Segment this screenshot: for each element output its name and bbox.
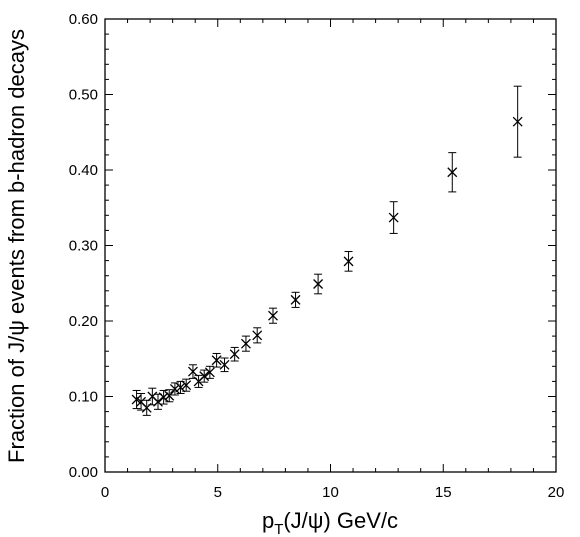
x-tick-label: 5 [214, 484, 222, 501]
y-tick-label: 0.50 [69, 87, 98, 104]
data-point [193, 374, 204, 388]
x-marker-stroke-b [512, 116, 523, 127]
x-marker-stroke-b [131, 394, 142, 405]
data-point [290, 291, 301, 308]
plot-frame [104, 18, 557, 473]
x-marker-stroke-b [252, 330, 263, 341]
x-tick-label: 0 [101, 484, 109, 501]
data-point [153, 393, 163, 410]
data-point [313, 273, 324, 295]
data-point [343, 251, 354, 272]
data-series [131, 85, 523, 416]
data-point [181, 378, 192, 392]
x-marker-stroke-b [181, 380, 192, 391]
x-marker-stroke-b [229, 349, 240, 360]
data-point [164, 389, 175, 403]
y-tick-label: 0.00 [69, 464, 98, 481]
data-point [199, 369, 210, 383]
x-marker-stroke-b [219, 359, 230, 370]
data-point [187, 364, 198, 379]
data-point [512, 85, 523, 158]
x-marker-stroke-b [169, 383, 180, 394]
x-tick-label: 20 [548, 484, 565, 501]
data-point [447, 152, 458, 193]
data-point [211, 352, 222, 368]
x-marker-stroke-b [313, 279, 324, 289]
x-marker-stroke-b [290, 294, 301, 305]
x-marker-stroke-b [153, 396, 163, 407]
x-marker-stroke-b [164, 390, 175, 401]
y-tick-label: 0.30 [69, 238, 98, 255]
x-marker-stroke-b [187, 366, 198, 377]
x-marker-stroke-b [158, 392, 169, 403]
x-tick-label: 15 [435, 484, 452, 501]
data-point [252, 327, 263, 344]
y-axis-title: Fraction of J/ψ events from b-hadron dec… [4, 29, 29, 463]
x-marker-stroke-b [240, 338, 251, 349]
x-marker-stroke-b [175, 382, 186, 393]
x-marker-stroke-b [147, 391, 158, 402]
data-point [147, 387, 158, 406]
plot-area [104, 18, 557, 473]
data-point [268, 307, 278, 324]
x-axis-title: pT(J/ψ) GeV/c [262, 508, 398, 537]
data-point [204, 365, 215, 379]
ticks: 0 5 10 15 20 0.00 0.10 0.20 0.30 0.40 0.50 0.60 [69, 11, 565, 501]
data-point [131, 389, 142, 410]
x-axis-title-main: p [262, 508, 274, 533]
x-tick-label: 10 [322, 484, 339, 501]
y-tick-label: 0.60 [69, 11, 98, 28]
data-point [240, 335, 251, 352]
x-axis-title-rest: (J/ψ) GeV/c [283, 508, 398, 533]
data-point [158, 389, 169, 405]
data-point [169, 382, 180, 396]
y-tick-label: 0.10 [69, 389, 98, 406]
y-tick-label: 0.40 [69, 162, 98, 179]
x-marker-stroke-b [199, 371, 210, 382]
data-point [388, 201, 399, 234]
y-tick-label: 0.20 [69, 313, 98, 330]
data-point [219, 357, 230, 373]
x-marker-stroke-b [136, 396, 147, 407]
data-point [141, 399, 152, 416]
x-marker-stroke-b [204, 367, 215, 378]
x-marker-stroke-b [388, 212, 399, 223]
x-axis-title-subscript: T [274, 521, 283, 537]
data-point [229, 346, 240, 362]
x-marker-stroke-b [343, 256, 354, 267]
x-marker-stroke-b [447, 167, 458, 178]
x-marker-stroke-b [211, 355, 222, 366]
x-marker-stroke-b [268, 310, 278, 321]
